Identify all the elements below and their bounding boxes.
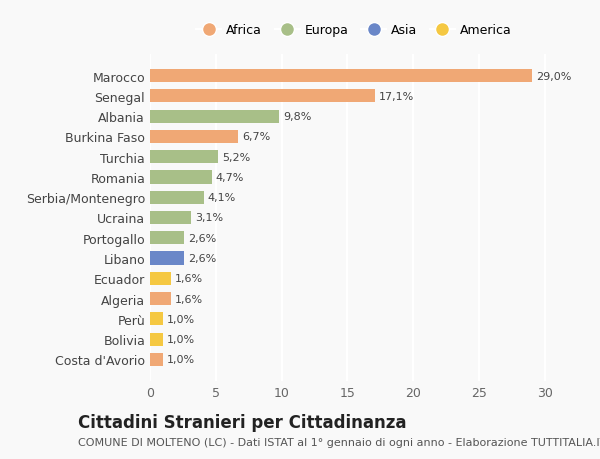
- Bar: [150, 212, 191, 224]
- Bar: [150, 292, 171, 306]
- Bar: [150, 333, 163, 346]
- Text: 5,2%: 5,2%: [223, 152, 251, 162]
- Text: 6,7%: 6,7%: [242, 132, 271, 142]
- Text: 3,1%: 3,1%: [195, 213, 223, 223]
- Bar: [150, 252, 184, 265]
- Bar: [150, 171, 212, 184]
- Bar: [150, 130, 238, 144]
- Text: 9,8%: 9,8%: [283, 112, 311, 122]
- Text: COMUNE DI MOLTENO (LC) - Dati ISTAT al 1° gennaio di ogni anno - Elaborazione TU: COMUNE DI MOLTENO (LC) - Dati ISTAT al 1…: [78, 437, 600, 447]
- Text: 4,1%: 4,1%: [208, 193, 236, 203]
- Legend: Africa, Europa, Asia, America: Africa, Europa, Asia, America: [191, 19, 517, 42]
- Bar: [150, 70, 532, 83]
- Bar: [150, 232, 184, 245]
- Bar: [150, 151, 218, 164]
- Bar: [150, 110, 279, 123]
- Text: 2,6%: 2,6%: [188, 233, 217, 243]
- Text: Cittadini Stranieri per Cittadinanza: Cittadini Stranieri per Cittadinanza: [78, 413, 407, 431]
- Text: 2,6%: 2,6%: [188, 253, 217, 263]
- Text: 29,0%: 29,0%: [536, 72, 571, 81]
- Text: 1,0%: 1,0%: [167, 314, 195, 324]
- Text: 1,0%: 1,0%: [167, 334, 195, 344]
- Text: 1,0%: 1,0%: [167, 355, 195, 364]
- Bar: [150, 353, 163, 366]
- Text: 17,1%: 17,1%: [379, 92, 414, 102]
- Text: 4,7%: 4,7%: [216, 173, 244, 183]
- Bar: [150, 272, 171, 285]
- Bar: [150, 191, 204, 204]
- Bar: [150, 313, 163, 326]
- Text: 1,6%: 1,6%: [175, 274, 203, 284]
- Bar: [150, 90, 375, 103]
- Text: 1,6%: 1,6%: [175, 294, 203, 304]
